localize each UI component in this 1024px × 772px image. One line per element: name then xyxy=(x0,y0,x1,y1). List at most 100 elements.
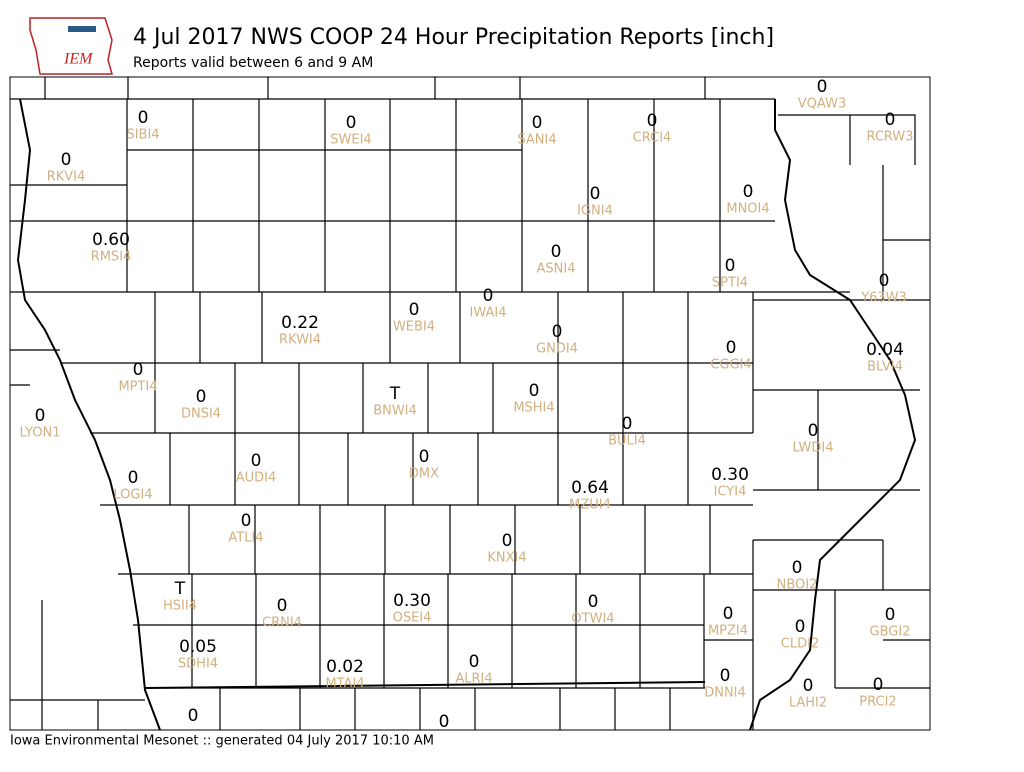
station-reports: 0SIBI40SWEI40SANI40CRCI40VQAW30RCRW30RKV… xyxy=(20,77,914,732)
station-value: 0 xyxy=(795,617,806,637)
station-id: OSEI4 xyxy=(393,611,432,626)
station-id: SANI4 xyxy=(517,133,556,148)
title: 4 Jul 2017 NWS COOP 24 Hour Precipitatio… xyxy=(133,25,774,50)
station-id: Y63W3 xyxy=(860,291,907,306)
station-id: BULI4 xyxy=(608,434,646,449)
station-value: 0 xyxy=(196,387,207,407)
station-value: 0 xyxy=(346,113,357,133)
station-value: 0 xyxy=(803,676,814,696)
station-id: MZUI4 xyxy=(569,498,611,513)
station-id: LOGI4 xyxy=(113,488,152,503)
station-id: CLDI2 xyxy=(781,637,819,652)
station-id: ICYI4 xyxy=(714,485,747,500)
station-value: 0 xyxy=(529,381,540,401)
station-value: 0.02 xyxy=(326,657,364,677)
station-value: 0.30 xyxy=(711,465,749,485)
station-value: 0 xyxy=(885,110,896,130)
station-id: NBOI2 xyxy=(777,578,818,593)
station-value: 0 xyxy=(792,558,803,578)
station-id: IWAI4 xyxy=(470,306,507,321)
station-id: ASNI4 xyxy=(537,262,576,277)
station-id: MTAI4 xyxy=(325,677,364,692)
station-id: LAHI2 xyxy=(789,696,827,711)
station-value: 0 xyxy=(808,421,819,441)
county-lines xyxy=(9,76,931,731)
station-id: RKVI4 xyxy=(47,170,86,185)
station-id: PRCI2 xyxy=(859,695,896,710)
station-value: 0.04 xyxy=(866,340,904,360)
station-value: 0 xyxy=(128,468,139,488)
station-value: 0 xyxy=(590,184,601,204)
station-value: 0 xyxy=(277,596,288,616)
station-value: 0 xyxy=(409,300,420,320)
station-value: 0 xyxy=(622,414,633,434)
station-id: BLVI4 xyxy=(867,360,903,375)
station-id: MPTI4 xyxy=(118,380,157,395)
footer: Iowa Environmental Mesonet :: generated … xyxy=(10,734,434,749)
station-value: 0 xyxy=(502,531,513,551)
station-value: 0 xyxy=(138,108,149,128)
station-value: 0 xyxy=(61,150,72,170)
station-value: T xyxy=(389,384,401,404)
station-value: 0 xyxy=(873,675,884,695)
station-id: SDHI4 xyxy=(178,657,218,672)
station-value: 0 xyxy=(817,77,828,97)
station-value: 0 xyxy=(885,605,896,625)
station-id: GNDI4 xyxy=(536,342,578,357)
subtitle: Reports valid between 6 and 9 AM xyxy=(133,55,373,71)
station-id: RCRW3 xyxy=(866,130,913,145)
station-id: RKWI4 xyxy=(279,333,321,348)
station-id: SIBI4 xyxy=(126,128,159,143)
logo-text: IEM xyxy=(63,51,94,68)
station-id: BNWI4 xyxy=(373,404,417,419)
station-value: 0 xyxy=(879,271,890,291)
station-id: SWEI4 xyxy=(330,133,371,148)
station-value: 0 xyxy=(439,712,450,732)
station-value: 0 xyxy=(532,113,543,133)
station-value: 0.22 xyxy=(281,313,319,333)
station-value: 0 xyxy=(241,511,252,531)
station-id: AUDI4 xyxy=(236,471,277,486)
station-value: 0.60 xyxy=(92,230,130,250)
station-value: 0.64 xyxy=(571,478,609,498)
station-value: 0 xyxy=(483,286,494,306)
station-id: LYON1 xyxy=(20,426,61,441)
station-value: 0 xyxy=(551,242,562,262)
station-value: T xyxy=(174,579,186,599)
station-id: VQAW3 xyxy=(798,97,846,112)
station-value: 0 xyxy=(35,406,46,426)
station-value: 0 xyxy=(133,360,144,380)
station-id: MSHI4 xyxy=(513,401,554,416)
station-value: 0 xyxy=(725,256,736,276)
station-id: IGNI4 xyxy=(577,204,613,219)
station-value: 0 xyxy=(419,447,430,467)
station-id: ATLI4 xyxy=(228,531,263,546)
logo: IEM xyxy=(29,17,113,75)
station-id: OTWI4 xyxy=(571,612,614,627)
station-id: DMX xyxy=(409,467,439,482)
station-value: 0.05 xyxy=(179,637,217,657)
station-id: DNSI4 xyxy=(181,407,221,422)
station-id: RMSI4 xyxy=(91,250,132,265)
station-value: 0 xyxy=(726,338,737,358)
station-value: 0 xyxy=(251,451,262,471)
station-value: 0 xyxy=(552,322,563,342)
station-value: 0 xyxy=(588,592,599,612)
station-value: 0 xyxy=(743,182,754,202)
station-value: 0 xyxy=(188,706,199,726)
station-id: DNNI4 xyxy=(704,686,746,701)
station-id: WEBI4 xyxy=(393,320,435,335)
station-id: HSII4 xyxy=(163,599,197,614)
station-id: KNXI4 xyxy=(487,551,526,566)
station-value: 0 xyxy=(723,604,734,624)
station-id: CGGI4 xyxy=(710,358,751,373)
station-value: 0 xyxy=(469,652,480,672)
station-value: 0 xyxy=(720,666,731,686)
station-value: 0 xyxy=(647,111,658,131)
station-value: 0.30 xyxy=(393,591,431,611)
station-id: LWDI4 xyxy=(792,441,833,456)
station-id: MPZI4 xyxy=(708,624,748,639)
station-id: GBGI2 xyxy=(870,625,911,640)
station-id: ALRI4 xyxy=(455,672,492,687)
